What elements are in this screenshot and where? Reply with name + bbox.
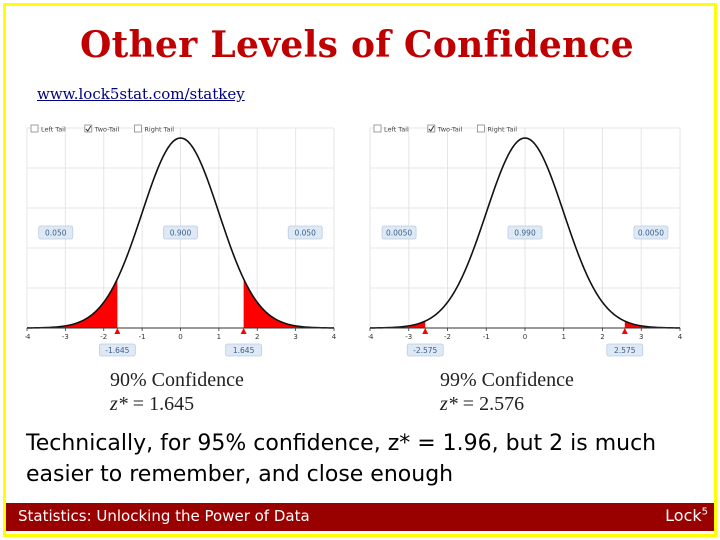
region-probability-box (633, 225, 669, 240)
footer-bar: Statistics: Unlocking the Power of Data … (6, 503, 714, 531)
region-probability-box (287, 225, 323, 240)
cutoff-value-box (225, 343, 263, 357)
x-axis-tick-label: -1 (139, 333, 146, 341)
distribution-panel-99: Left Tail Two-Tail Right Tail -4 -3 -2 -1 0 1 2 3 4… (368, 118, 684, 358)
checkmark-icon (428, 125, 435, 132)
region-probability-box (507, 225, 543, 240)
tail-option-checkbox (134, 124, 142, 133)
cutoff-value-label: -1.645 (105, 346, 129, 355)
x-axis-tick-label: -1 (483, 333, 490, 341)
x-axis-tick-label: 2 (600, 333, 604, 341)
cutoff-value-label: 2.575 (614, 346, 636, 355)
tail-option-checkbox (477, 124, 485, 133)
x-axis-tick-label: 0 (523, 333, 527, 341)
tail-option-label: Left Tail (384, 126, 409, 134)
region-probability-label: 0.900 (170, 229, 192, 238)
tail-option-label: Right Tail (144, 126, 174, 134)
x-axis-tick-label: 1 (217, 333, 221, 341)
slide-border (3, 3, 717, 537)
footer-brand: Lock5 (665, 506, 708, 525)
normal-curve-chart-90: Left Tail Two-Tail Right Tail -4 -3 -2 -1 0 1 2 3 4… (25, 124, 337, 357)
checkmark-icon (85, 125, 92, 132)
x-axis-tick-label: 4 (678, 333, 683, 341)
x-axis-tick-label: -4 (25, 333, 31, 341)
left-tail-area (370, 321, 426, 328)
explanation-note: Technically, for 95% confidence, z* = 1.… (26, 431, 657, 487)
normal-curve-chart-99: Left Tail Two-Tail Right Tail -4 -3 -2 -1 0 1 2 3 4… (368, 124, 683, 357)
region-probability-label: 0.0050 (638, 229, 664, 238)
region-probability-label: 0.050 (45, 229, 67, 238)
x-axis-tick-label: 3 (293, 333, 297, 341)
cutoff-marker-icon (114, 328, 121, 334)
x-axis-tick-label: -2 (444, 333, 451, 341)
footer-brand-base: Lock (665, 506, 702, 525)
caption-99-z-label: z* (440, 393, 458, 415)
slide-title: Other Levels of Confidence (80, 24, 634, 66)
cutoff-value-label: 1.645 (233, 346, 255, 355)
region-probability-box (163, 225, 198, 240)
cutoff-marker-icon (422, 328, 429, 334)
tail-option-label: Left Tail (41, 126, 66, 134)
tail-option-label: Two-Tail (437, 126, 463, 134)
chart-grid (26, 127, 335, 329)
caption-90: 90% Confidence z* = 1.645 (110, 368, 244, 416)
tail-option-checkbox (84, 124, 93, 133)
tail-option-checkbox (427, 124, 436, 133)
cutoff-marker-icon (621, 328, 628, 334)
region-probability-label: 0.050 (294, 229, 316, 238)
cutoff-value-box (606, 343, 644, 357)
left-tail-area (27, 278, 118, 328)
caption-99: 99% Confidence z* = 2.576 (440, 368, 574, 416)
caption-99-zstar: z* = 2.576 (440, 392, 574, 416)
cutoff-marker-icon (240, 328, 247, 334)
caption-90-z-label: z* (110, 393, 128, 415)
x-axis-tick-label: 3 (639, 333, 643, 341)
region-probability-label: 0.0050 (386, 229, 412, 238)
x-axis-tick-label: 1 (562, 333, 566, 341)
region-probability-box (381, 225, 417, 240)
footer-course-title: Statistics: Unlocking the Power of Data (18, 507, 310, 525)
x-axis-tick-label: 4 (332, 333, 337, 341)
x-axis-tick-label: -2 (100, 333, 107, 341)
x-axis-tick-label: 0 (178, 333, 182, 341)
caption-99-confidence: 99% Confidence (440, 369, 574, 391)
x-axis-tick-label: -3 (62, 333, 69, 341)
tail-option-label: Two-Tail (94, 126, 120, 134)
region-probability-box (38, 225, 74, 240)
caption-90-zstar: z* = 1.645 (110, 392, 244, 416)
right-tail-area (624, 321, 680, 328)
cutoff-value-box (98, 343, 136, 357)
region-probability-label: 0.990 (514, 229, 536, 238)
x-axis-tick-label: 2 (255, 333, 259, 341)
normal-curve (369, 137, 681, 329)
normal-curve (26, 137, 335, 329)
caption-99-z-value: = 2.576 (462, 393, 525, 415)
statkey-link[interactable]: www.lock5stat.com/statkey (37, 85, 245, 103)
x-axis-tick-label: -4 (368, 333, 374, 341)
distribution-panel-90: Left Tail Two-Tail Right Tail -4 -3 -2 -1 0 1 2 3 4… (25, 118, 338, 358)
tail-option-checkbox (373, 124, 382, 133)
x-axis-tick-label: -3 (405, 333, 412, 341)
caption-90-z-value: = 1.645 (132, 393, 195, 415)
footer-brand-sup: 5 (701, 506, 708, 518)
cutoff-value-box (406, 343, 444, 357)
right-tail-area (243, 278, 334, 328)
tail-option-label: Right Tail (487, 126, 517, 134)
cutoff-value-label: -2.575 (413, 346, 437, 355)
tail-option-checkbox (30, 124, 39, 133)
caption-90-confidence: 90% Confidence (110, 369, 244, 391)
